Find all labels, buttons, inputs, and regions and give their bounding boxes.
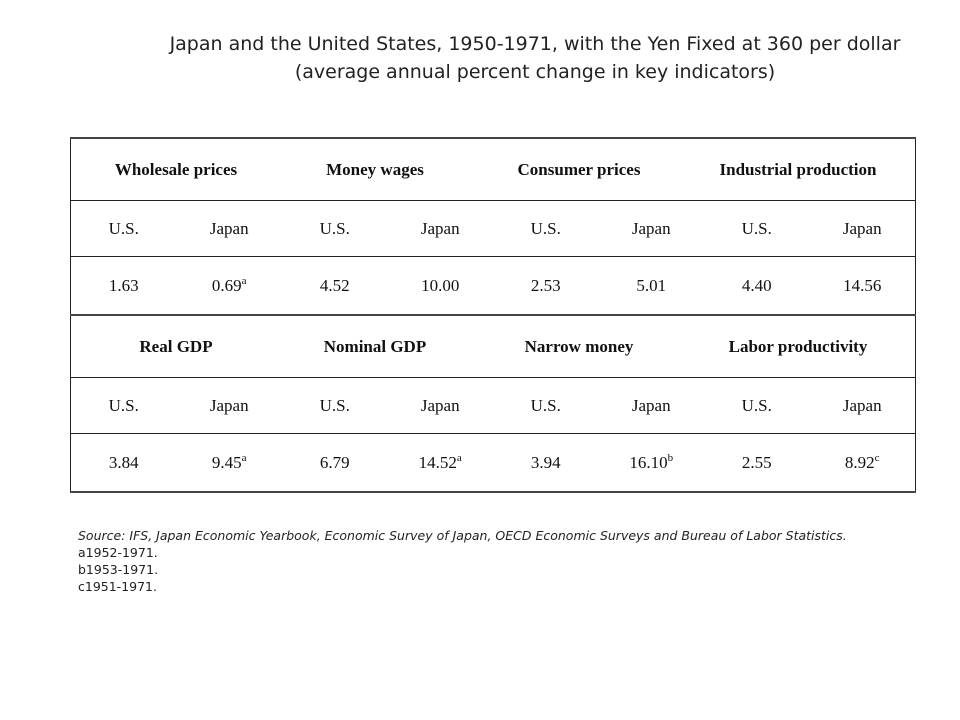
- footnotes: Source: IFS, Japan Economic Yearbook, Ec…: [78, 527, 908, 595]
- country-label: U.S.: [741, 218, 772, 238]
- value-cell: 5.01: [601, 275, 701, 296]
- value-number: 5.01: [636, 275, 667, 295]
- value-cell: 6.79: [285, 452, 385, 473]
- value-cell: 9.45a: [179, 452, 279, 473]
- value-number: 4.52: [319, 275, 350, 295]
- country-label: Japan: [209, 218, 249, 238]
- value-footnote-marker: a: [241, 275, 247, 288]
- value-number: 2.53: [530, 275, 561, 295]
- value-number: 16.10: [629, 452, 668, 472]
- value-cell: 2.55: [707, 452, 807, 473]
- header-industrial-production: Industrial production: [719, 159, 877, 179]
- value-number: 14.56: [843, 275, 882, 295]
- values-row-2: 3.84 9.45a 6.79 14.52a 3.94 16.10b 2.55 8.92c: [70, 433, 916, 493]
- value-footnote-marker: a: [456, 452, 462, 465]
- values-row-1: 1.63 0.69a 4.52 10.00 2.53 5.01 4.40 14.56: [70, 256, 916, 316]
- value-number: 10.00: [421, 275, 460, 295]
- indicators-table: Wholesale prices Money wages Consumer pr…: [70, 137, 916, 493]
- title-line-2: (average annual percent change in key in…: [294, 61, 776, 83]
- value-number: 1.63: [108, 275, 139, 295]
- country-label: Japan: [631, 218, 671, 238]
- country-row-1: U.S. Japan U.S. Japan U.S. Japan U.S. Japan: [70, 200, 916, 257]
- value-cell: 3.84: [74, 452, 174, 473]
- country-row-2: U.S. Japan U.S. Japan U.S. Japan U.S. Japan: [70, 377, 916, 434]
- header-row-2: Real GDP Nominal GDP Narrow money Labor …: [70, 314, 916, 378]
- country-label: U.S.: [530, 218, 561, 238]
- value-number: 3.84: [108, 452, 139, 472]
- value-cell: 14.52a: [390, 452, 490, 473]
- footnote-a: a1952-1971.: [78, 545, 158, 560]
- country-label: U.S.: [319, 395, 350, 415]
- value-number: 0.69: [211, 275, 242, 295]
- footnote-c: c1951-1971.: [78, 579, 157, 594]
- value-footnote-marker: b: [667, 452, 674, 465]
- header-labor-productivity: Labor productivity: [728, 336, 868, 356]
- header-real-gdp: Real GDP: [139, 336, 213, 356]
- value-number: 2.55: [741, 452, 772, 472]
- value-cell: 4.52: [285, 275, 385, 296]
- header-narrow-money: Narrow money: [524, 336, 634, 356]
- value-cell: 4.40: [707, 275, 807, 296]
- value-cell: 1.63: [74, 275, 174, 296]
- header-consumer-prices: Consumer prices: [517, 159, 641, 179]
- country-label: Japan: [420, 395, 460, 415]
- page-title: Japan and the United States, 1950-1971, …: [0, 30, 960, 86]
- value-cell: 10.00: [390, 275, 490, 296]
- country-label: Japan: [631, 395, 671, 415]
- header-wholesale-prices: Wholesale prices: [114, 159, 238, 179]
- country-label: U.S.: [741, 395, 772, 415]
- country-label: U.S.: [108, 395, 139, 415]
- value-number: 6.79: [319, 452, 350, 472]
- value-footnote-marker: a: [241, 452, 247, 465]
- value-cell: 14.56: [812, 275, 912, 296]
- value-cell: 8.92c: [812, 452, 912, 473]
- title-line-1: Japan and the United States, 1950-1971, …: [169, 33, 901, 55]
- country-label: Japan: [842, 218, 882, 238]
- value-number: 3.94: [530, 452, 561, 472]
- country-label: Japan: [209, 395, 249, 415]
- country-label: U.S.: [319, 218, 350, 238]
- country-label: U.S.: [108, 218, 139, 238]
- country-label: Japan: [842, 395, 882, 415]
- value-number: 9.45: [211, 452, 242, 472]
- header-nominal-gdp: Nominal GDP: [323, 336, 427, 356]
- value-number: 14.52: [418, 452, 457, 472]
- value-number: 4.40: [741, 275, 772, 295]
- value-cell: 16.10b: [601, 452, 701, 473]
- footnote-b: b1953-1971.: [78, 562, 159, 577]
- header-row-1: Wholesale prices Money wages Consumer pr…: [70, 137, 916, 201]
- value-cell: 0.69a: [179, 275, 279, 296]
- value-number: 8.92: [844, 452, 875, 472]
- header-money-wages: Money wages: [326, 159, 424, 179]
- source-note: Source: IFS, Japan Economic Yearbook, Ec…: [78, 528, 847, 543]
- country-label: Japan: [420, 218, 460, 238]
- value-cell: 2.53: [496, 275, 596, 296]
- country-label: U.S.: [530, 395, 561, 415]
- value-footnote-marker: c: [874, 452, 880, 465]
- value-cell: 3.94: [496, 452, 596, 473]
